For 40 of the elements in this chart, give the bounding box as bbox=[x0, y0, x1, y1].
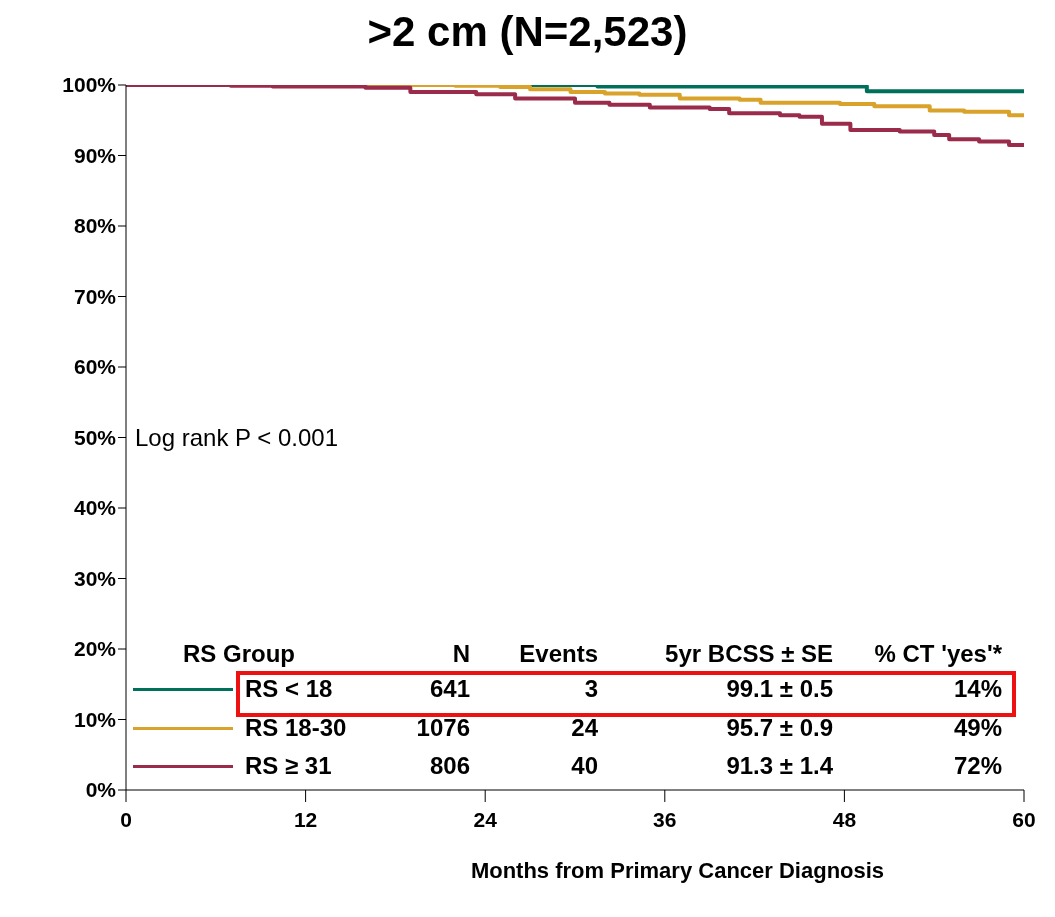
annotation: 95.7 ± 0.9 bbox=[726, 714, 833, 742]
legend-label: RS < 18 bbox=[245, 675, 333, 703]
legend-title: RS Group bbox=[183, 640, 295, 668]
y-tick-label: 40% bbox=[73, 496, 117, 520]
y-tick-label: 50% bbox=[73, 425, 117, 449]
legend-label: RS 18-30 bbox=[245, 714, 347, 742]
annotation: 72% bbox=[953, 752, 1002, 780]
y-tick-label: 20% bbox=[73, 637, 117, 661]
x-tick-label: 24 bbox=[473, 807, 498, 831]
x-tick-label: 36 bbox=[653, 807, 677, 831]
annotation: 806 bbox=[429, 752, 470, 780]
annotation: Events bbox=[519, 640, 598, 668]
annotation: 14% bbox=[953, 675, 1002, 703]
y-tick-label: 90% bbox=[73, 143, 117, 167]
annotation: 40 bbox=[571, 752, 598, 780]
annotation: 49% bbox=[953, 714, 1002, 742]
annotation: % CT 'yes'* bbox=[874, 640, 1002, 668]
x-tick-label: 48 bbox=[832, 807, 857, 831]
y-tick-label: 30% bbox=[73, 566, 117, 590]
annotation: 99.1 ± 0.5 bbox=[726, 675, 833, 703]
y-tick-label: 10% bbox=[73, 707, 117, 731]
annotation: 641 bbox=[429, 675, 470, 703]
y-tick-label: 60% bbox=[73, 355, 117, 379]
annotation: 5yr BCSS ± SE bbox=[665, 640, 833, 668]
annotation: 91.3 ± 1.4 bbox=[726, 752, 833, 780]
x-tick-label: 60 bbox=[1012, 807, 1036, 831]
x-tick-label: 0 bbox=[120, 807, 132, 831]
y-tick-label: 0% bbox=[85, 778, 117, 802]
y-tick-label: 70% bbox=[73, 284, 117, 308]
annotation: 3 bbox=[584, 675, 598, 703]
annotation: 1076 bbox=[416, 714, 470, 742]
x-tick-label: 12 bbox=[293, 807, 318, 831]
annotation: Log rank P < 0.001 bbox=[135, 424, 339, 452]
y-tick-label: 80% bbox=[73, 214, 117, 238]
annotation: 24 bbox=[571, 714, 598, 742]
annotation: N bbox=[452, 640, 470, 668]
legend-label: RS ≥ 31 bbox=[245, 752, 332, 780]
y-tick-label: 100% bbox=[62, 73, 117, 97]
x-axis-title: Months from Primary Cancer Diagnosis bbox=[469, 858, 886, 884]
chart-title: >2 cm (N=2,523) bbox=[366, 8, 689, 56]
